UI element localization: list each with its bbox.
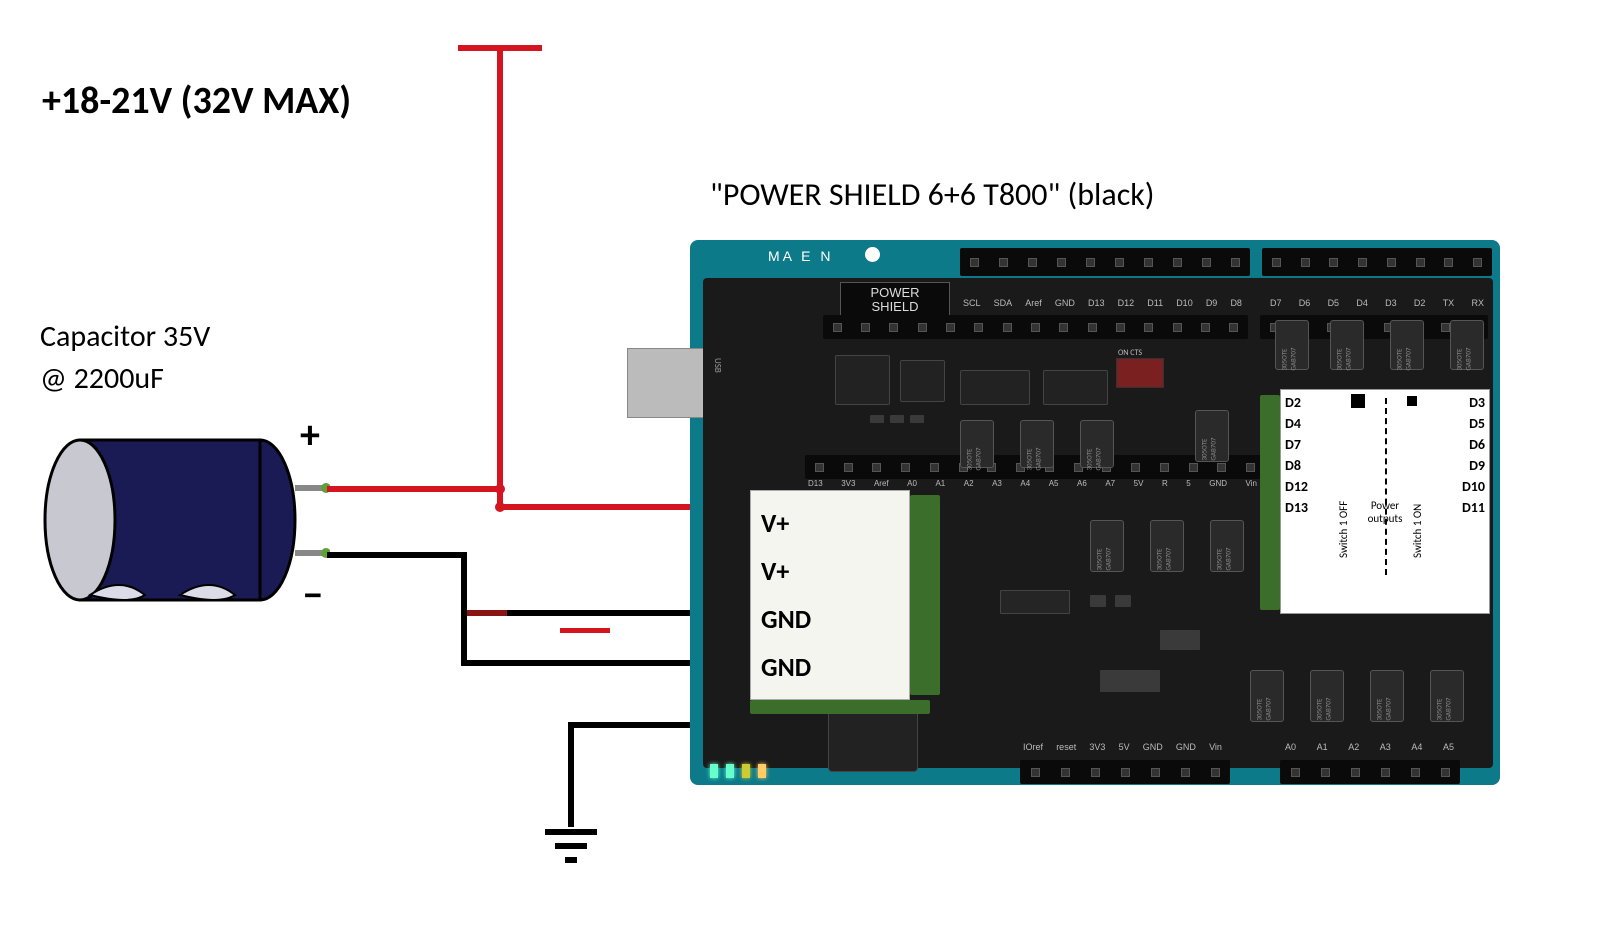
smd-4 (1000, 590, 1070, 614)
switch-on-label: Switch 1 ON (1411, 418, 1424, 558)
ic-1 (835, 355, 890, 405)
mosfet-bot-1 (1090, 520, 1124, 572)
mosfet-bot-7 (1430, 670, 1464, 722)
po-separator (1385, 398, 1387, 575)
terminal-gnd-1: GND (751, 606, 909, 632)
header-top-2 (1262, 248, 1492, 276)
smd-8 (1100, 670, 1160, 692)
ic-3 (960, 370, 1030, 405)
mosfet-bot-3 (1210, 520, 1244, 572)
output-terminal-green (1260, 395, 1280, 610)
terminal-vplus-1: V+ (751, 510, 909, 536)
smd-7 (1160, 630, 1200, 650)
smd-2 (890, 415, 904, 423)
power-terminal-green2 (750, 700, 930, 714)
voltage-label: +18-21V (32V MAX) (42, 78, 351, 124)
ic-2 (900, 360, 945, 402)
mosfet-top-3 (1390, 320, 1424, 370)
mosfet-bot-2 (1150, 520, 1184, 572)
mid-pin-labels: D133V3ArefA0A1A2A3A4A5A6A75VR5GNDVin (808, 479, 1263, 488)
made-in-label: MA E N (768, 248, 833, 264)
red-wire-vertical (497, 45, 503, 510)
power-terminal-block: V+ V+ GND GND (750, 490, 910, 700)
header-top-1 (960, 248, 1250, 276)
red-wire-cap-horiz (327, 486, 502, 492)
smd-3 (910, 415, 924, 423)
power-terminal-green (910, 495, 940, 695)
ethernet-port (828, 710, 918, 772)
capacitor-label-1: Capacitor 35V (40, 318, 210, 355)
terminal-vplus-2: V+ (751, 558, 909, 584)
mosfet-top-1 (1275, 320, 1309, 370)
usb-label: USB (712, 358, 723, 373)
mosfet-mid-2 (1020, 420, 1054, 468)
dip-switch (1116, 358, 1164, 388)
smd-1 (870, 415, 884, 423)
mosfet-mid-3 (1080, 420, 1114, 468)
terminal-gnd-2: GND (751, 654, 909, 680)
junction-red-1 (495, 484, 505, 494)
bot-pin-labels-1: IOrefreset3V35VGNDGNDVin (1023, 742, 1228, 752)
red-stub (560, 628, 610, 633)
mosfet-bot-4 (1250, 670, 1284, 722)
board-name-line1: POWER SHIELD (847, 286, 943, 315)
junction-red-2 (495, 502, 505, 512)
black-wire-cap-horiz (327, 552, 467, 558)
made-in-dot (865, 247, 880, 262)
mosfet-bot-6 (1370, 670, 1404, 722)
mosfet-mid-4 (1195, 410, 1229, 462)
capacitor-icon (30, 420, 330, 620)
mosfet-top-4 (1450, 320, 1484, 370)
black-wire-down1 (461, 552, 467, 615)
bot-pin-labels-2: A0A1A2A3A4A5 (1285, 742, 1460, 752)
mosfet-mid-1 (960, 420, 994, 468)
header-bot-1 (1020, 760, 1230, 784)
smd-6 (1115, 595, 1131, 607)
mosfet-top-2 (1330, 320, 1364, 370)
power-outputs-block: D2D3 D4D5 D7D6 D8D9 D12D10 D13Poweroutpu… (1280, 389, 1490, 614)
black-wire-under (461, 615, 467, 660)
usb-port (627, 348, 707, 418)
ground-icon (540, 822, 602, 872)
black-wire-gnd-stub-v (568, 722, 574, 827)
top-pin-labels-1: SCLSDAArefGNDD13D12D11D10D9D8 (963, 298, 1248, 308)
dip-labels: ON CTS (1118, 348, 1142, 358)
switch-off-label: Switch 1 OFF (1337, 418, 1350, 558)
smd-5 (1090, 595, 1106, 607)
shield-title: "POWER SHIELD 6+6 T800" (black) (710, 175, 1155, 214)
red-wire-dark-seg (467, 610, 507, 616)
top-pin-labels-2: D7D6D5D4D3D2TXRX (1270, 298, 1490, 308)
header-bot-2 (1280, 760, 1460, 784)
capacitor-label-2: @ 2200uF (40, 360, 164, 397)
ic-4 (1043, 370, 1108, 405)
shield-header-1 (823, 315, 1248, 339)
mosfet-bot-5 (1310, 670, 1344, 722)
status-leds (710, 764, 766, 778)
